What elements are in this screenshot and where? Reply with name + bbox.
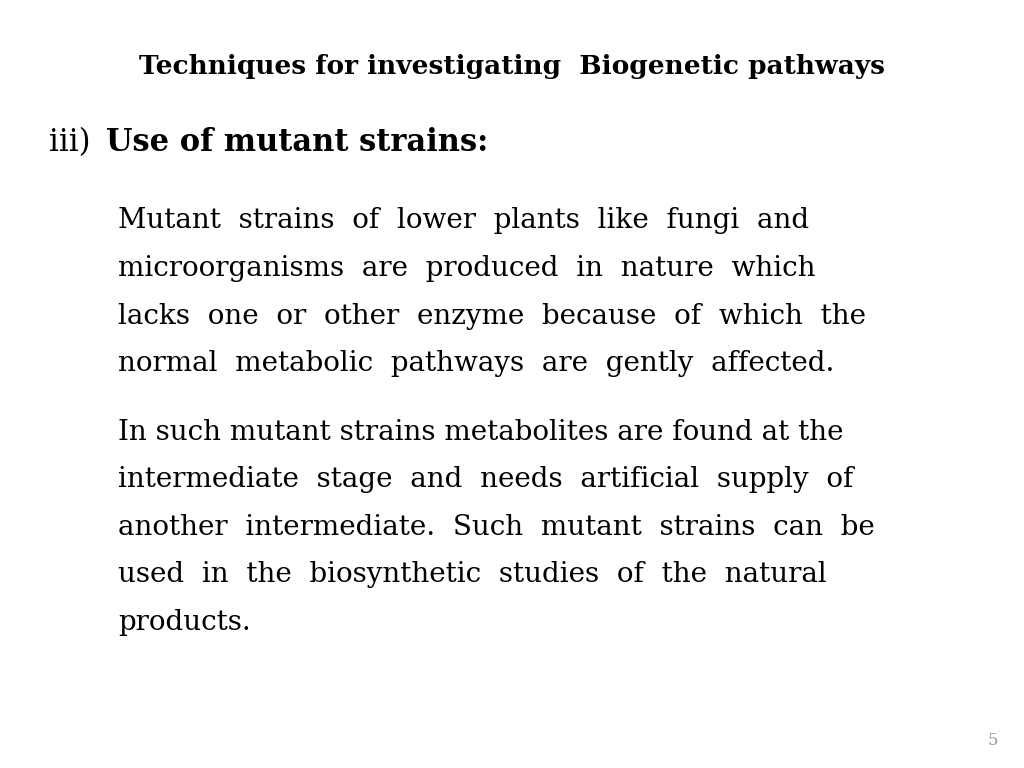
Text: Mutant  strains  of  lower  plants  like  fungi  and: Mutant strains of lower plants like fung…	[118, 207, 809, 234]
Text: In such mutant strains metabolites are found at the: In such mutant strains metabolites are f…	[118, 419, 843, 445]
Text: products.: products.	[118, 609, 251, 636]
Text: used  in  the  biosynthetic  studies  of  the  natural: used in the biosynthetic studies of the …	[118, 561, 826, 588]
Text: intermediate  stage  and  needs  artificial  supply  of: intermediate stage and needs artificial …	[118, 466, 853, 493]
Text: microorganisms  are  produced  in  nature  which: microorganisms are produced in nature wh…	[118, 255, 815, 282]
Text: lacks  one  or  other  enzyme  because  of  which  the: lacks one or other enzyme because of whi…	[118, 303, 865, 329]
Text: iii): iii)	[49, 127, 100, 157]
Text: 5: 5	[988, 732, 998, 749]
Text: normal  metabolic  pathways  are  gently  affected.: normal metabolic pathways are gently aff…	[118, 350, 835, 377]
Text: another  intermediate.  Such  mutant  strains  can  be: another intermediate. Such mutant strain…	[118, 514, 874, 541]
Text: Techniques for investigating  Biogenetic pathways: Techniques for investigating Biogenetic …	[139, 54, 885, 79]
Text: Use of mutant strains:: Use of mutant strains:	[106, 127, 488, 157]
